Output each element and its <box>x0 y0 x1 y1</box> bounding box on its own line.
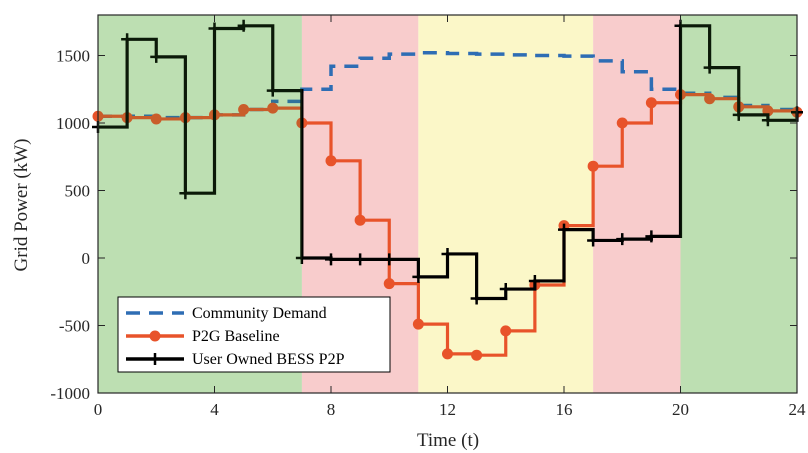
y-axis-title: Grid Power (kW) <box>11 139 32 272</box>
bess-point-8 <box>325 253 337 266</box>
p2g-point-18 <box>616 117 628 129</box>
background-regions <box>98 15 797 393</box>
y-tick-label--500: -500 <box>59 317 90 336</box>
bess-point-10 <box>383 253 396 266</box>
x-axis-title: Time (t) <box>417 430 479 451</box>
x-tick-label-8: 8 <box>327 400 336 419</box>
bess-point-2 <box>150 50 163 63</box>
legend: Community Demand P2G Baseline User Owned B… <box>117 296 391 373</box>
p2g-point-12 <box>442 348 453 360</box>
x-tick-label-0: 0 <box>94 400 103 419</box>
p2g-point-5 <box>238 104 250 115</box>
legend-label-2: User Owned BESS P2P <box>192 351 345 368</box>
legend-marker-2 <box>149 353 161 365</box>
bess-point-13 <box>470 292 483 305</box>
bess-point-23 <box>761 114 774 127</box>
bess-point-17 <box>587 234 600 247</box>
y-tick-label-0: 0 <box>82 249 91 268</box>
bess-point-4 <box>208 22 221 35</box>
p2g-point-17 <box>587 160 599 172</box>
legend-label-0: Community Demand <box>192 305 327 322</box>
x-tick-label-24: 24 <box>789 400 807 419</box>
p2g-point-8 <box>325 155 337 167</box>
bess-point-19 <box>645 230 658 243</box>
p2g-point-2 <box>150 113 162 125</box>
p2g-point-9 <box>354 214 366 226</box>
axes: 0 4 8 12 16 20 24 -1000 -500 0 500 1000 1500 <box>50 14 807 419</box>
bess-point-15 <box>528 274 541 287</box>
bess-point-6 <box>266 84 279 97</box>
bess-point-18 <box>616 233 629 246</box>
legend-marker-1 <box>149 330 161 342</box>
p2g-point-19 <box>645 97 657 109</box>
legend-label-1: P2G Baseline <box>192 328 280 345</box>
bess-point-16 <box>558 223 570 236</box>
x-tick-label-4: 4 <box>210 400 219 419</box>
bess-point-1 <box>121 33 134 46</box>
y-tick-label-1500: 1500 <box>56 47 90 66</box>
p2g-point-6 <box>267 102 279 114</box>
p2g-point-14 <box>500 325 512 337</box>
x-tick-label-20: 20 <box>672 400 689 419</box>
bess-point-21 <box>703 61 716 74</box>
x-tick-label-12: 12 <box>439 400 456 419</box>
y-tick-label-500: 500 <box>65 182 91 201</box>
y-tick-label--1000: -1000 <box>50 384 90 403</box>
bess-point-12 <box>441 247 454 260</box>
bess-point-22 <box>732 108 745 121</box>
bess-point-14 <box>499 283 512 296</box>
p2g-point-10 <box>383 278 395 290</box>
p2g-point-13 <box>471 349 483 361</box>
bess-point-3 <box>179 187 192 200</box>
bess-point-7 <box>295 252 308 264</box>
y-tick-label-1000: 1000 <box>56 114 90 133</box>
p2g-point-21 <box>704 93 716 105</box>
bess-point-11 <box>412 270 425 283</box>
bess-point-5 <box>237 19 250 32</box>
time-region-3 <box>593 15 681 393</box>
x-tick-label-16: 16 <box>556 400 573 419</box>
bess-point-9 <box>354 253 367 266</box>
series-user-owned-bess-p2p <box>98 24 799 301</box>
p2g-point-11 <box>412 318 424 330</box>
